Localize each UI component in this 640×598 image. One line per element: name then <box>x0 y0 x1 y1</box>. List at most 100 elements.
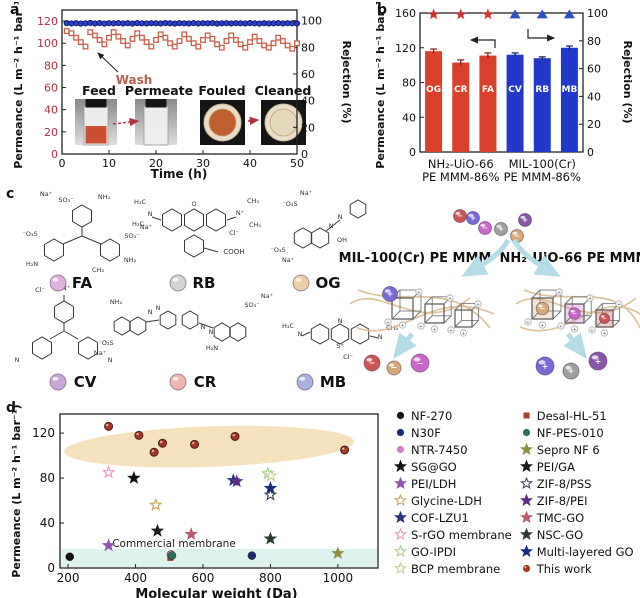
svg-text:Rejection (%): Rejection (%) <box>340 40 353 123</box>
legend-marker-icon <box>519 528 533 541</box>
svg-text:MIL-100(Cr) PE MMM: MIL-100(Cr) PE MMM <box>339 251 492 266</box>
legend-marker-icon <box>519 545 533 558</box>
svg-text:+: + <box>572 327 576 333</box>
legend-label: NSC-GO <box>536 527 584 542</box>
svg-text:Wash: Wash <box>116 73 153 87</box>
svg-text:N⁺: N⁺ <box>62 284 70 292</box>
legend-column-1: NF-270 N30F NTR-7450 SG@GO PEI/LDH Glycine-LD… <box>394 407 512 577</box>
legend-marker-icon <box>519 460 533 473</box>
legend-marker-icon <box>522 428 530 437</box>
legend-item-bcp-membrane: BCP membrane <box>394 560 512 577</box>
svg-text:40: 40 <box>402 111 416 124</box>
svg-text:200: 200 <box>57 571 80 585</box>
legend-marker-icon <box>394 562 407 575</box>
svg-text:SO₃⁻: SO₃⁻ <box>124 232 139 240</box>
series-sg-go <box>127 471 141 484</box>
svg-text:MB: MB <box>562 85 578 95</box>
svg-text:OG: OG <box>426 85 441 95</box>
svg-text:Commercial membrane: Commercial membrane <box>112 538 236 550</box>
svg-text:Na⁺: Na⁺ <box>282 256 294 264</box>
svg-text:30: 30 <box>196 157 210 170</box>
svg-text:+: + <box>498 225 504 233</box>
svg-text:60: 60 <box>301 68 315 81</box>
series-tmc-go <box>184 527 198 540</box>
dye-structures: Na⁺SO₃⁻ NH₂⁻O₃S SO₃⁻Na⁺H₂NCH₃NH₂H₃CH₃CNON⁺… <box>15 189 399 364</box>
bar-CV: CV <box>506 9 524 153</box>
svg-text:20: 20 <box>301 121 315 134</box>
legend-column-2: Desal-HL-51 NF-PES-010 Sepro NF 6 PEI/GA ZIF… <box>519 407 634 577</box>
svg-text:FA: FA <box>482 85 494 95</box>
svg-text:H₂N: H₂N <box>26 260 38 268</box>
svg-text:N: N <box>209 328 214 336</box>
legend-marker-icon <box>519 477 533 490</box>
series-pei-ga <box>150 523 165 537</box>
series-this-work <box>104 421 350 457</box>
svg-text:CH₃: CH₃ <box>92 266 104 274</box>
svg-text:+: + <box>476 302 480 308</box>
legend-item-s-rgo-membrane: S-rGO membrane <box>394 526 512 543</box>
svg-text:O: O <box>191 200 196 208</box>
legend-label: NF-270 <box>411 408 453 423</box>
svg-text:Rejection (%): Rejection (%) <box>621 40 634 123</box>
svg-text:H₃C: H₃C <box>134 198 146 206</box>
panel-b-label: b <box>377 2 388 18</box>
legend-marker-icon <box>394 511 407 524</box>
rejection-series <box>63 19 301 27</box>
svg-text:50: 50 <box>290 157 304 170</box>
legend-marker-icon <box>396 428 405 437</box>
svg-text:160: 160 <box>395 7 416 20</box>
svg-text:+: + <box>448 296 452 302</box>
svg-text:−: − <box>391 363 398 372</box>
svg-text:Cl⁻: Cl⁻ <box>343 353 353 361</box>
svg-text:⁻O₃S: ⁻O₃S <box>282 200 297 208</box>
svg-text:S⁺: S⁺ <box>336 342 344 350</box>
svg-text:−: − <box>602 316 607 322</box>
svg-text:80: 80 <box>402 77 416 90</box>
svg-text:100: 100 <box>37 37 58 50</box>
svg-text:CH₃: CH₃ <box>249 221 261 229</box>
bar-FA: FA <box>479 8 497 152</box>
svg-text:⁻O₃S: ⁻O₃S <box>98 339 113 347</box>
svg-text:+: + <box>386 320 390 326</box>
panel-c-diagram: Na⁺SO₃⁻ NH₂⁻O₃S SO₃⁻Na⁺H₂NCH₃NH₂H₃CH₃CNON⁺… <box>15 189 640 391</box>
svg-text:80: 80 <box>587 35 601 48</box>
svg-text:+: + <box>617 302 621 308</box>
svg-text:+: + <box>602 331 606 337</box>
series-multi-layered-go <box>263 481 278 494</box>
legend-item-nsc-go: NSC-GO <box>519 526 634 543</box>
legend-label: ZIF-8/PSS <box>536 476 592 491</box>
svg-text:Permeance (L m⁻² h⁻¹ bar⁻¹): Permeance (L m⁻² h⁻¹ bar⁻¹) <box>12 2 25 169</box>
svg-text:120: 120 <box>37 15 58 28</box>
panel-b-chart: 0 40 80 120 160 0 20 40 60 80 100 Permeance (L m⁻² … <box>374 2 634 184</box>
series-s-rgo-membrane <box>101 465 116 479</box>
svg-text:Cl⁻: Cl⁻ <box>35 286 45 294</box>
svg-text:80: 80 <box>44 59 58 72</box>
legend-marker-icon <box>522 564 530 573</box>
svg-text:NH₂: NH₂ <box>98 193 111 201</box>
svg-text:−: − <box>540 305 546 313</box>
svg-text:RB: RB <box>535 85 549 95</box>
svg-text:H₃C: H₃C <box>282 322 294 330</box>
legend-item-multi-layered-go: Multi-layered GO <box>519 543 634 560</box>
svg-text:N: N <box>378 333 383 341</box>
svg-text:+: + <box>557 290 561 296</box>
svg-text:+: + <box>400 323 404 329</box>
svg-text:NH₂-UiO-66: NH₂-UiO-66 <box>428 157 494 171</box>
legend-item-pei-ga: PEI/GA <box>519 458 634 475</box>
svg-text:80: 80 <box>40 471 55 485</box>
svg-text:+: + <box>387 289 394 298</box>
svg-text:OG: OG <box>315 274 340 292</box>
legend-label: S-rGO membrane <box>411 527 512 542</box>
svg-text:+: + <box>588 296 592 302</box>
legend-label: TMC-GO <box>536 510 585 525</box>
svg-text:100: 100 <box>301 15 322 28</box>
legend-label: COF-LZU1 <box>411 510 469 525</box>
svg-text:40: 40 <box>40 516 55 530</box>
svg-text:Na⁺: Na⁺ <box>94 349 106 357</box>
svg-text:⁻O₃S: ⁻O₃S <box>22 230 37 238</box>
series-zif-8-pei <box>230 474 244 488</box>
svg-text:N: N <box>156 304 161 312</box>
svg-text:40: 40 <box>243 157 257 170</box>
legend-label: GO-IPDI <box>411 544 457 559</box>
